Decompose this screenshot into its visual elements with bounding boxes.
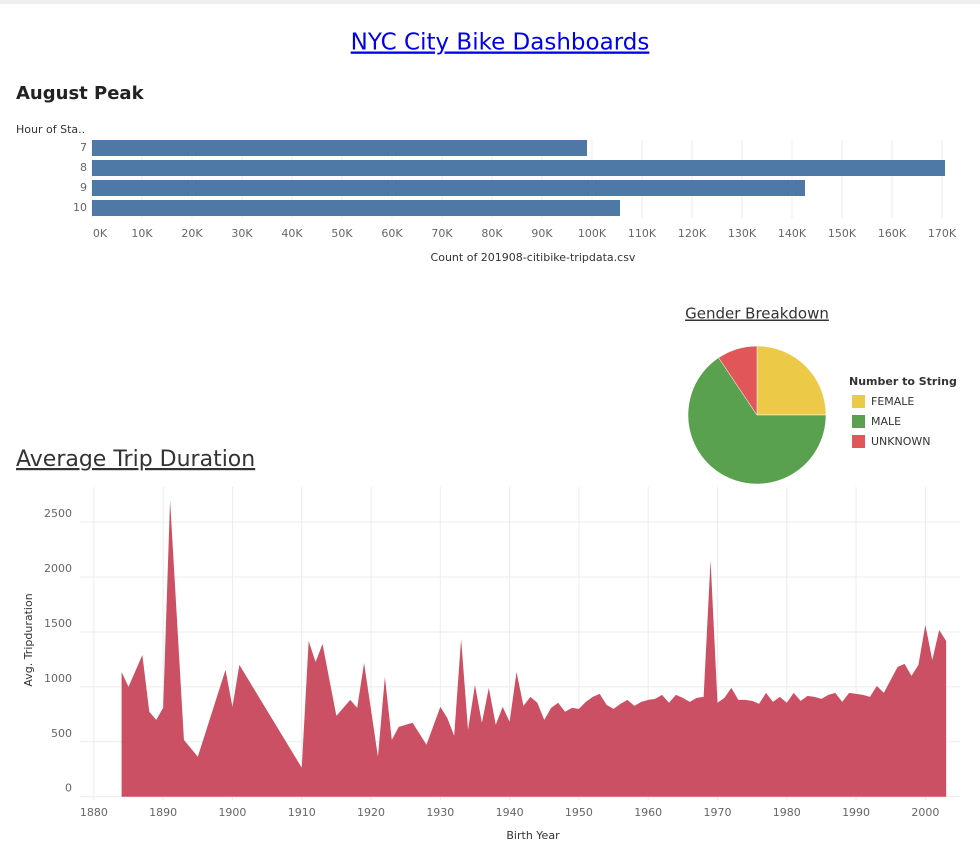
x-tick-label: 70K [431, 227, 453, 240]
x-axis-label: Birth Year [506, 829, 560, 842]
bar [92, 160, 945, 176]
x-tick-label: 1950 [565, 806, 593, 819]
legend-swatch [852, 395, 865, 408]
bar [92, 200, 620, 216]
x-tick-label: 0K [93, 227, 108, 240]
pie-slice [718, 345, 758, 416]
y-axis-label: Hour of Sta.. [16, 123, 85, 136]
chart-title: Average Trip Duration [16, 447, 255, 472]
area [121, 500, 947, 797]
y-tick-label: 1000 [44, 672, 72, 685]
x-tick-label: 80K [481, 227, 503, 240]
x-tick-label: 1960 [634, 806, 662, 819]
pie-slice [756, 345, 827, 416]
x-tick-label: 160K [878, 227, 907, 240]
y-tick-label: 7 [80, 141, 87, 154]
chart-title: August Peak [16, 83, 145, 104]
x-tick-label: 1940 [496, 806, 524, 819]
x-tick-label: 1990 [842, 806, 870, 819]
x-tick-label: 1930 [426, 806, 454, 819]
x-tick-label: 2000 [911, 806, 939, 819]
x-tick-label: 50K [331, 227, 353, 240]
x-tick-label: 1970 [703, 806, 731, 819]
x-tick-label: 1920 [357, 806, 385, 819]
x-tick-label: 1980 [773, 806, 801, 819]
dashboard-title[interactable]: NYC City Bike Dashboards [351, 30, 650, 56]
x-tick-label: 100K [578, 227, 607, 240]
y-tick-label: 9 [80, 181, 87, 194]
x-tick-label: 140K [778, 227, 807, 240]
x-tick-label: 10K [131, 227, 153, 240]
x-tick-label: 170K [928, 227, 957, 240]
legend-label: FEMALE [871, 395, 914, 408]
x-tick-label: 130K [728, 227, 757, 240]
y-tick-label: 1500 [44, 617, 72, 630]
legend-swatch [852, 415, 865, 428]
chart-title: Gender Breakdown [685, 305, 829, 323]
y-tick-label: 500 [51, 727, 72, 740]
x-tick-label: 120K [678, 227, 707, 240]
x-tick-label: 90K [531, 227, 553, 240]
legend-title: Number to String [849, 375, 957, 388]
legend-swatch [852, 435, 865, 448]
x-tick-label: 20K [181, 227, 203, 240]
bar [92, 180, 805, 196]
y-tick-label: 2500 [44, 507, 72, 520]
y-tick-label: 2000 [44, 562, 72, 575]
tab-strip [0, 0, 980, 4]
x-tick-label: 1880 [80, 806, 108, 819]
y-tick-label: 0 [65, 782, 72, 795]
x-tick-label: 30K [231, 227, 253, 240]
x-tick-label: 60K [381, 227, 403, 240]
x-tick-label: 110K [628, 227, 657, 240]
bar [92, 140, 587, 156]
y-tick-label: 10 [73, 201, 87, 214]
legend-label: MALE [871, 415, 901, 428]
legend-label: UNKNOWN [871, 435, 931, 448]
x-tick-label: 1900 [218, 806, 246, 819]
x-tick-label: 150K [828, 227, 857, 240]
x-tick-label: 1890 [149, 806, 177, 819]
x-axis-label: Count of 201908-citibike-tripdata.csv [431, 251, 636, 264]
x-tick-label: 40K [281, 227, 303, 240]
y-tick-label: 8 [80, 161, 87, 174]
y-axis-label: Avg. Tripduration [22, 593, 35, 686]
x-tick-label: 1910 [288, 806, 316, 819]
pie-slice [687, 357, 827, 485]
